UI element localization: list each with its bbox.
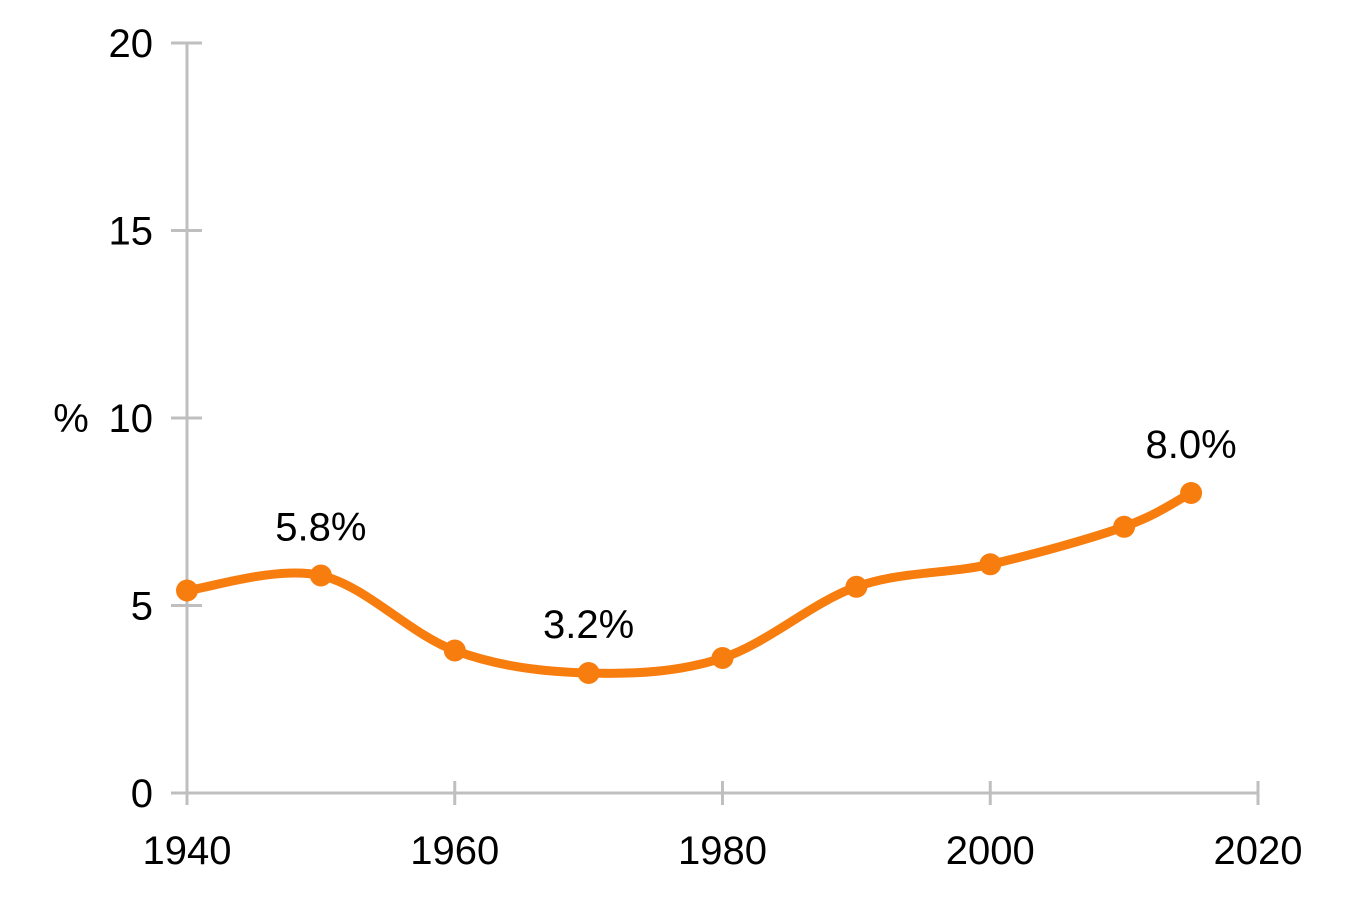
- x-tick-label-2020: 2020: [1214, 829, 1303, 873]
- data-point-1940: [176, 579, 198, 602]
- y-tick-label-10: 10: [109, 397, 154, 441]
- data-label-2015: 8.0%: [1145, 423, 1236, 467]
- y-tick-label-0: 0: [131, 772, 153, 816]
- data-point-2015: [1180, 482, 1203, 504]
- data-label-1970: 3.2%: [543, 603, 634, 647]
- y-tick-label-5: 5: [131, 585, 153, 629]
- x-tick-label-2000: 2000: [946, 829, 1035, 873]
- data-point-1980: [711, 647, 734, 669]
- data-point-1950: [309, 564, 332, 587]
- data-point-2000: [979, 553, 1002, 576]
- y-tick-label-20: 20: [109, 22, 154, 66]
- data-point-1990: [845, 575, 868, 598]
- data-point-2010: [1113, 515, 1136, 538]
- data-label-1950: 5.8%: [275, 506, 366, 550]
- x-tick-label-1940: 1940: [143, 829, 232, 873]
- data-point-1970: [577, 662, 600, 684]
- x-tick-label-1980: 1980: [678, 829, 767, 873]
- data-point-1960: [443, 639, 466, 662]
- y-tick-label-15: 15: [109, 210, 154, 254]
- y-axis-unit-label: %: [53, 397, 89, 441]
- x-tick-label-1960: 1960: [410, 829, 499, 873]
